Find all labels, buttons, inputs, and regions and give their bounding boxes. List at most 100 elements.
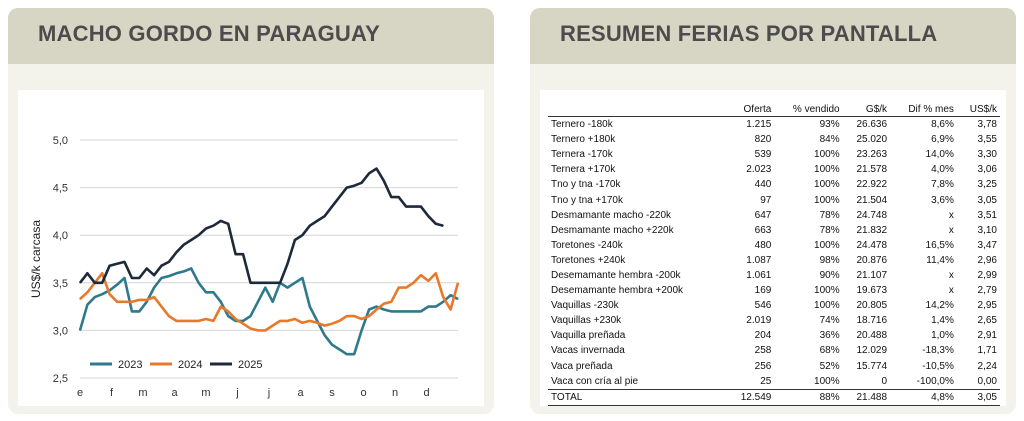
- table-cell: 20.876: [856, 254, 888, 266]
- data-point: [361, 329, 363, 331]
- data-point: [324, 334, 326, 336]
- table-cell: 2,65: [977, 315, 997, 327]
- table-cell: 84%: [819, 134, 840, 146]
- table-row: Ternera +170k 2.023 100% 21.578 4,0% 3,06: [548, 162, 1000, 177]
- table-cell: 820: [754, 134, 772, 146]
- table-cell: Ternera -170k: [551, 149, 613, 161]
- data-point: [227, 315, 229, 317]
- data-point: [190, 239, 192, 241]
- table-cell: Tno y tna -170k: [551, 179, 621, 191]
- table-cell: 25.020: [856, 134, 888, 146]
- data-point: [420, 206, 422, 208]
- data-point: [442, 225, 444, 227]
- table-cell: 3,78: [977, 119, 997, 131]
- data-point: [346, 315, 348, 317]
- y-tick-label: 4,5: [53, 183, 68, 195]
- data-point: [264, 287, 266, 289]
- table-cell: 6,9%: [931, 134, 954, 146]
- table-row: Vaquillas +230k 2.019 74% 18.716 1,4% 2,65: [548, 313, 1000, 328]
- data-point: [175, 272, 177, 274]
- table-cell: Vaca preñada: [551, 360, 613, 372]
- table-cell: 3,6%: [931, 194, 954, 206]
- data-point: [286, 263, 289, 265]
- data-point: [249, 327, 252, 330]
- data-point: [457, 282, 459, 284]
- column-header: [548, 102, 727, 117]
- data-point: [131, 301, 133, 303]
- data-point: [264, 329, 266, 331]
- table-panel-title: RESUMEN FERIAS POR PANTALLA: [560, 21, 938, 46]
- data-point: [286, 320, 289, 322]
- data-point: [398, 287, 400, 289]
- data-point: [368, 315, 370, 317]
- data-point: [331, 206, 333, 208]
- column-header: Oferta: [726, 102, 775, 117]
- data-point: [346, 353, 348, 355]
- data-point: [153, 287, 155, 289]
- data-point: [116, 284, 118, 286]
- table-row: Ternero -180k 1.215 93% 26.636 8,6% 3,78: [548, 117, 1000, 133]
- legend-label: 2024: [178, 359, 202, 371]
- data-point: [294, 239, 296, 241]
- column-header: US$/k: [956, 102, 1000, 117]
- data-point: [390, 301, 392, 303]
- data-point: [123, 277, 126, 279]
- table-cell: 256: [754, 360, 772, 372]
- data-point: [212, 291, 214, 293]
- series-line: [79, 272, 460, 332]
- data-point: [405, 287, 407, 289]
- table-cell: 12.029: [856, 345, 888, 357]
- table-row: Desmamante macho -220k 647 78% 24.748 x 3,51: [548, 208, 1000, 223]
- table-cell: 3,30: [977, 149, 997, 161]
- table-cell: 2,99: [977, 269, 997, 281]
- data-point: [405, 310, 407, 312]
- legend-label: 2023: [118, 359, 142, 371]
- data-point: [383, 308, 385, 311]
- table-cell: Vaquillas +230k: [551, 315, 622, 327]
- data-point: [412, 206, 415, 208]
- table-cell: 100%: [814, 239, 840, 251]
- x-tick-label: n: [392, 387, 398, 399]
- data-point: [286, 287, 289, 289]
- data-point: [390, 310, 392, 312]
- data-point: [153, 296, 155, 298]
- data-point: [146, 299, 148, 301]
- data-point: [235, 318, 237, 320]
- table-cell: -10,5%: [922, 360, 954, 372]
- table-cell: 20.805: [856, 300, 888, 312]
- table-cell: 7,8%: [931, 179, 954, 191]
- table-cell: 1,71: [977, 345, 997, 357]
- data-point: [227, 223, 229, 225]
- table-cell: 21.107: [856, 269, 888, 281]
- data-point: [190, 267, 192, 270]
- data-point: [212, 320, 214, 322]
- table-cell: 90%: [819, 269, 840, 281]
- data-point: [398, 310, 400, 312]
- x-tick-label: a: [297, 387, 304, 399]
- data-point: [390, 196, 392, 198]
- table-cell: 19.673: [856, 285, 888, 297]
- table-cell: 12.549: [726, 388, 775, 406]
- table-cell: 0,00: [977, 375, 997, 387]
- data-point: [175, 251, 177, 253]
- data-point: [183, 270, 185, 272]
- chart-panel-header: MACHO GORDO EN PARAGUAY: [8, 8, 494, 64]
- table-cell: x: [948, 209, 954, 221]
- table-cell: 1,0%: [931, 330, 954, 342]
- data-point: [160, 277, 163, 279]
- table-row: Vaca con cría al pie 25 100% 0 -100,0% 0,00: [548, 374, 1000, 390]
- data-point: [346, 187, 348, 189]
- table-cell: 1.061: [746, 269, 772, 281]
- data-point: [146, 267, 148, 270]
- table-row: Vaquilla preñada 204 36% 20.488 1,0% 2,91: [548, 328, 1000, 343]
- table-cell: 0: [881, 375, 888, 387]
- data-point: [183, 320, 185, 322]
- data-point: [375, 308, 378, 311]
- table-cell: 52%: [819, 360, 840, 372]
- data-point: [116, 301, 118, 303]
- data-point: [249, 282, 252, 284]
- table-cell: 3,51: [977, 209, 997, 221]
- table-cell: 3,05: [977, 194, 997, 206]
- data-point: [294, 282, 296, 284]
- data-point: [146, 301, 148, 303]
